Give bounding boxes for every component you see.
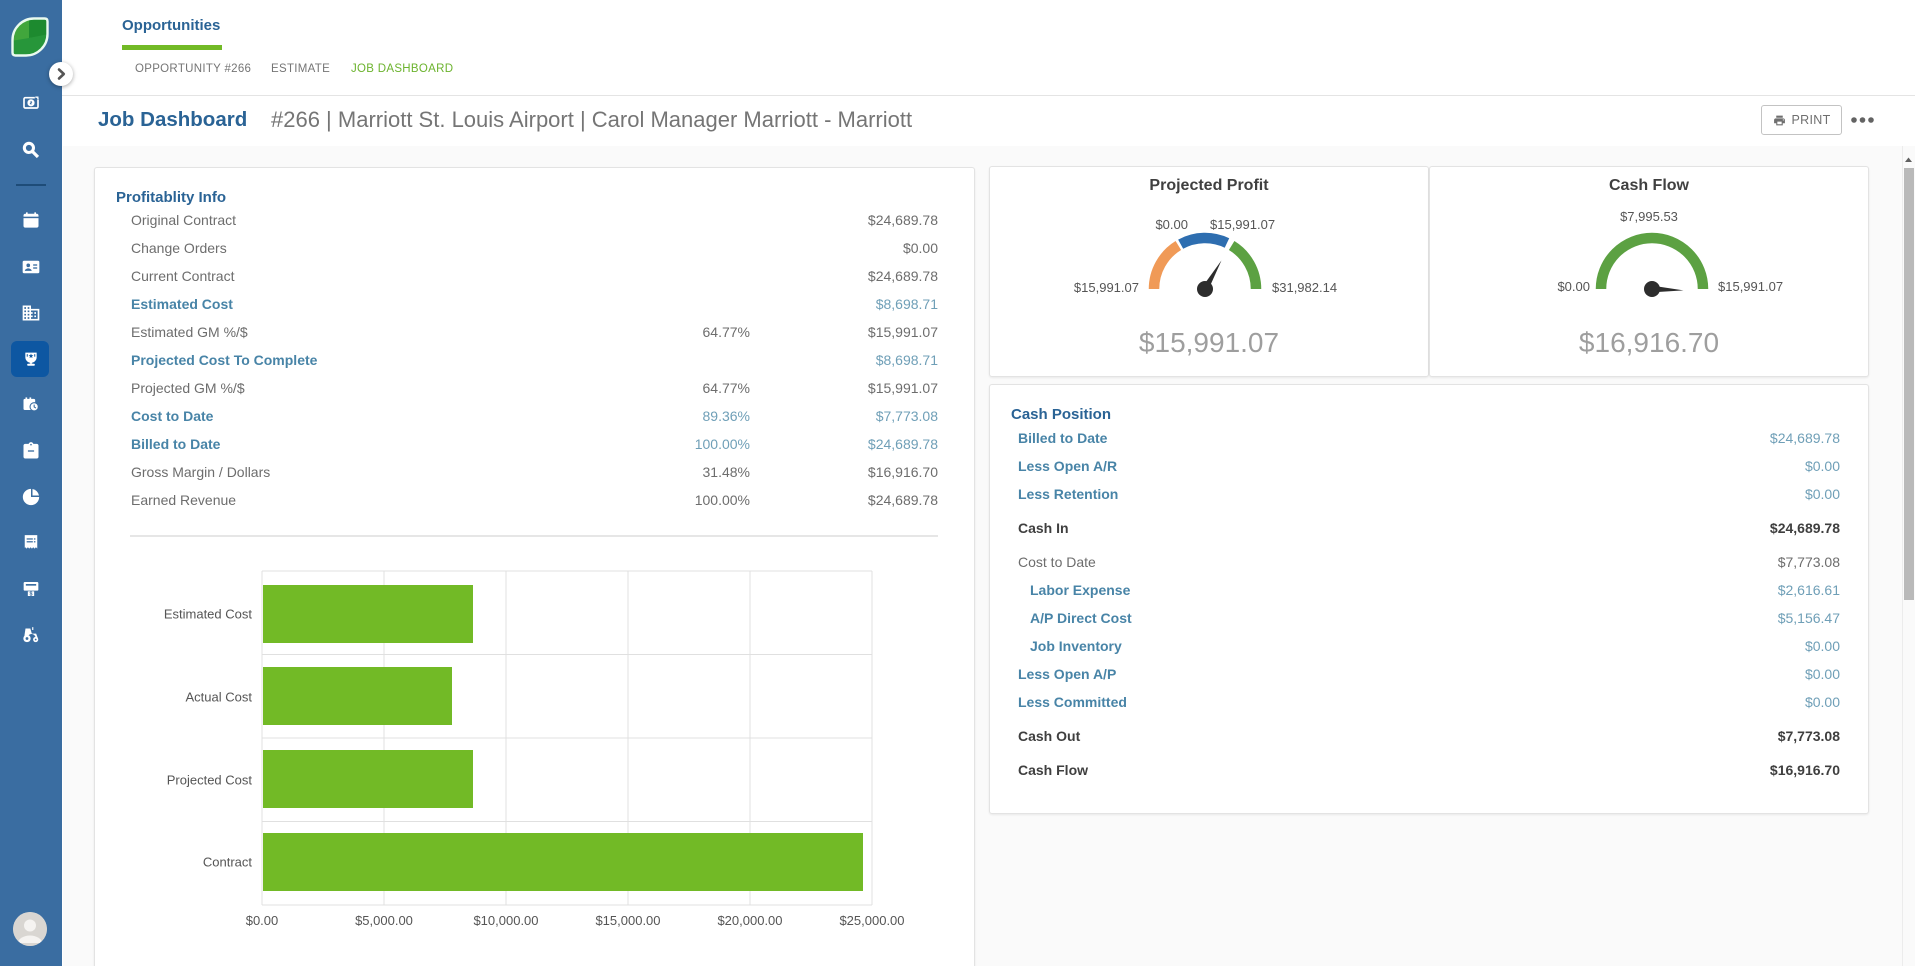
svg-text:Contract: Contract xyxy=(203,855,253,870)
svg-text:$20,000.00: $20,000.00 xyxy=(717,913,782,928)
svg-text:$: $ xyxy=(29,591,32,597)
svg-text:$5,000.00: $5,000.00 xyxy=(355,913,413,928)
svg-text:$15,000.00: $15,000.00 xyxy=(595,913,660,928)
svg-text:Estimated Cost: Estimated Cost xyxy=(164,607,253,622)
svg-text:$25,000.00: $25,000.00 xyxy=(839,913,904,928)
svg-text:$0.00: $0.00 xyxy=(246,913,279,928)
svg-text:$10,000.00: $10,000.00 xyxy=(473,913,538,928)
svg-text:Actual Cost: Actual Cost xyxy=(186,690,253,705)
svg-text:Projected Cost: Projected Cost xyxy=(167,773,253,788)
